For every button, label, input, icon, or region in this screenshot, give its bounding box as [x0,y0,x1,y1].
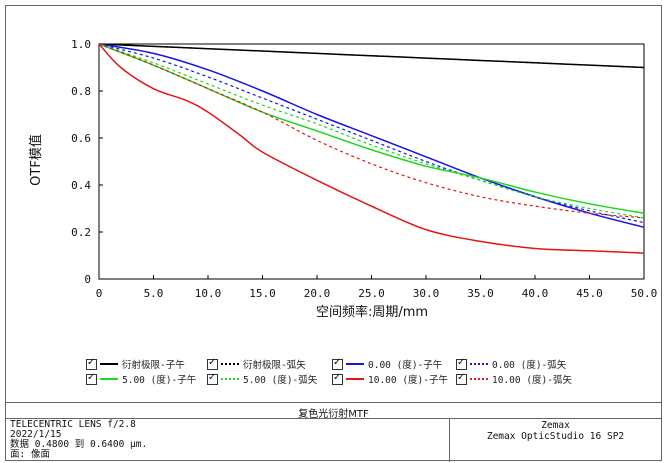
x-tick-label: 15.0 [249,287,276,300]
y-tick-label: 0.2 [71,226,91,239]
series-line-1 [98,43,645,69]
chart-series [98,43,645,254]
plot-frame [98,43,645,280]
chart-axes: 0 5.0 10.0 15.0 20.0 25.0 30.0 35.0 40.0 45.0 50.0… [71,38,657,300]
y-tick-label: 1.0 [71,38,91,51]
series-line-4 [98,43,645,214]
x-tick-label: 0 [96,287,103,300]
x-tick-label: 40.0 [522,287,549,300]
legend-swatch [346,363,364,365]
legend-item[interactable]: 衍射极限-弧矢 [207,357,306,371]
x-tick-label: 20.0 [304,287,331,300]
legend-item[interactable]: 衍射极限-子午 [86,357,185,371]
y-tick-label: 0.6 [71,132,91,145]
x-tick-label: 5.0 [144,287,164,300]
legend-checkbox[interactable] [207,372,218,385]
x-tick-label: 10.0 [195,287,222,300]
info-panel: 复色光衍射MTF TELECENTRIC LENS f/2.8 2022/1/1… [5,402,662,462]
x-tick-label: 25.0 [358,287,385,300]
legend-checkbox[interactable] [456,372,467,385]
legend-label: 5.00 (度)-子午 [122,375,197,386]
legend-label: 0.00 (度)-子午 [368,360,443,371]
software-version: Zemax OpticStudio 16 SP2 [486,431,625,442]
wavelength-range: 数据 0.4800 到 0.6400 μm. [10,439,148,450]
legend-item[interactable]: 5.00 (度)-弧矢 [207,372,317,386]
legend-swatch [221,378,239,380]
info-divider [5,418,662,419]
legend-swatch [346,378,364,380]
legend-label: 0.00 (度)-弧矢 [492,360,567,371]
info-software: Zemax Zemax OpticStudio 16 SP2 [449,420,662,442]
legend-checkbox[interactable] [456,357,467,370]
legend-item[interactable]: 10.00 (度)-子午 [332,372,448,386]
legend-checkbox[interactable] [332,357,343,370]
legend-checkbox[interactable] [207,357,218,370]
series-line-6 [98,43,645,254]
legend-item[interactable]: 0.00 (度)-子午 [332,357,442,371]
legend-label: 10.00 (度)-子午 [368,375,448,386]
legend-checkbox[interactable] [332,372,343,385]
x-tick-label: 45.0 [576,287,603,300]
legend-swatch [100,363,118,365]
legend-item[interactable]: 10.00 (度)-弧矢 [456,372,572,386]
legend-checkbox[interactable] [86,357,97,370]
y-tick-label: 0.4 [71,179,91,192]
legend-swatch [221,363,239,365]
legend-swatch [100,378,118,380]
chart-legend: 衍射极限-子午 衍射极限-弧矢 0.00 (度)-子午 0.00 (度)-弧矢 5.00… [86,357,626,387]
legend-label: 衍射极限-弧矢 [243,360,306,371]
vendor-name: Zemax [541,420,570,431]
series-line-2 [98,43,645,229]
legend-label: 衍射极限-子午 [122,360,185,371]
y-axis-label: OTF模值 [28,134,44,186]
x-tick-label: 30.0 [413,287,440,300]
mtf-chart: 0 5.0 10.0 15.0 20.0 25.0 30.0 35.0 40.0 45.0 50.0… [28,38,657,320]
legend-label: 10.00 (度)-弧矢 [492,375,572,386]
info-vertical-divider [449,418,450,462]
info-title: 复色光衍射MTF [298,409,369,420]
surface-text: 面: 像面 [10,449,50,460]
x-axis-label: 空间频率:周期/mm [316,304,428,320]
x-tick-label: 50.0 [631,287,658,300]
series-line-7 [98,43,645,219]
series-line-3 [98,43,645,224]
x-tick-label: 35.0 [467,287,494,300]
legend-label: 5.00 (度)-弧矢 [243,375,318,386]
lens-name: TELECENTRIC LENS f/2.8 [10,419,136,430]
y-tick-label: 0 [84,273,91,286]
legend-item[interactable]: 5.00 (度)-子午 [86,372,196,386]
info-details: TELECENTRIC LENS f/2.8 2022/1/15 数据 0.48… [10,420,147,460]
y-tick-label: 0.8 [71,85,91,98]
legend-swatch [470,378,488,380]
date-text: 2022/1/15 [10,429,62,440]
legend-swatch [470,363,488,365]
legend-checkbox[interactable] [86,372,97,385]
legend-item[interactable]: 0.00 (度)-弧矢 [456,357,566,371]
mtf-window [5,5,662,461]
series-line-5 [98,43,645,219]
